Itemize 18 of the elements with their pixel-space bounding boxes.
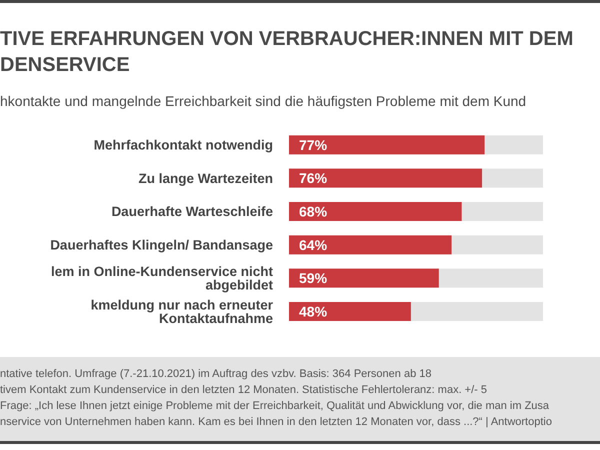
text: Frage: „Ich lese Ihnen jetzt einige Probleme mit der Erreichbarkeit, Qualität und Abwicklung vor, die man im Zusa — [0, 399, 550, 414]
y-tick-label: Dauerhaftes Klingeln/ Bandansage — [50, 237, 274, 252]
data-label: 68% — [299, 203, 328, 220]
y-tick-label: lem in Online-Kundenservice nicht abgebildet — [50, 264, 274, 293]
y-tick-label: kmeldung nur nach erneuter Kontaktaufnahme — [90, 297, 274, 326]
y-tick-label: Zu lange Wartezeiten — [138, 170, 273, 186]
chart-title: TIVE ERFAHRUNGEN VON VERBRAUCHER:INNEN MIT DEM DENSERVICE — [0, 27, 574, 78]
data-label: 76% — [299, 170, 328, 186]
y-tick-label: Mehrfachkontakt notwendig — [94, 137, 273, 152]
text: ntative telefon. Umfrage (7.-21.10.2021) im Auftrag des vzbv. Basis: 364 Personen ab 18 — [0, 367, 432, 382]
data-label: 48% — [299, 303, 328, 320]
chart-subtitle: hkontakte und mangelnde Erreichbarkeit sind die häufigsten Probleme mit dem Kund — [0, 93, 528, 109]
data-label: 77% — [299, 136, 328, 153]
text: nservice von Unternehmen haben kann. Kam es bei Ihnen in den letzten 12 Monaten vor, dass ...?“ | Antwortoptio — [0, 415, 553, 430]
data-label: 59% — [299, 270, 328, 286]
data-label: 64% — [299, 236, 328, 253]
text: tivem Kontakt zum Kundenservice in den letzten 12 Monaten. Statistische Fehlertoleranz: max. +/- 5 — [0, 383, 488, 398]
y-tick-label: Dauerhafte Warteschleife — [111, 204, 274, 220]
